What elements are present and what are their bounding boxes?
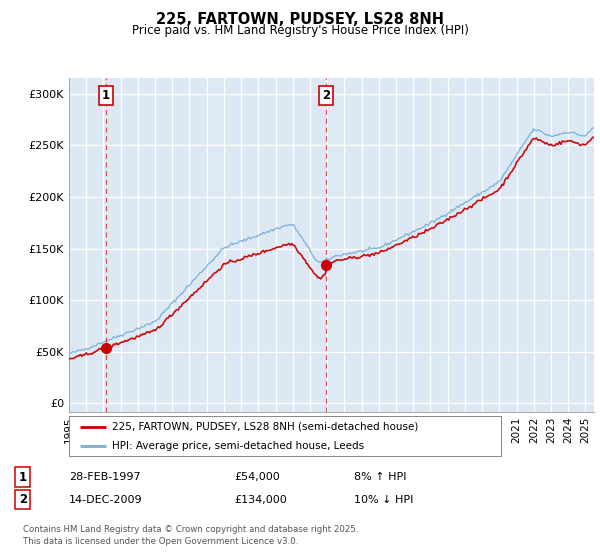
Text: 8% ↑ HPI: 8% ↑ HPI <box>354 472 407 482</box>
Text: 225, FARTOWN, PUDSEY, LS28 8NH: 225, FARTOWN, PUDSEY, LS28 8NH <box>156 12 444 27</box>
Text: HPI: Average price, semi-detached house, Leeds: HPI: Average price, semi-detached house,… <box>112 441 364 450</box>
Text: 225, FARTOWN, PUDSEY, LS28 8NH (semi-detached house): 225, FARTOWN, PUDSEY, LS28 8NH (semi-det… <box>112 422 419 432</box>
Text: 1: 1 <box>102 90 110 102</box>
Text: 10% ↓ HPI: 10% ↓ HPI <box>354 494 413 505</box>
Text: 1: 1 <box>19 470 27 484</box>
Text: 2: 2 <box>322 90 331 102</box>
Text: Price paid vs. HM Land Registry's House Price Index (HPI): Price paid vs. HM Land Registry's House … <box>131 24 469 37</box>
Text: £54,000: £54,000 <box>234 472 280 482</box>
Text: Contains HM Land Registry data © Crown copyright and database right 2025.
This d: Contains HM Land Registry data © Crown c… <box>23 525 358 546</box>
Text: 28-FEB-1997: 28-FEB-1997 <box>69 472 140 482</box>
Text: £134,000: £134,000 <box>234 494 287 505</box>
Text: 14-DEC-2009: 14-DEC-2009 <box>69 494 143 505</box>
Text: 2: 2 <box>19 493 27 506</box>
